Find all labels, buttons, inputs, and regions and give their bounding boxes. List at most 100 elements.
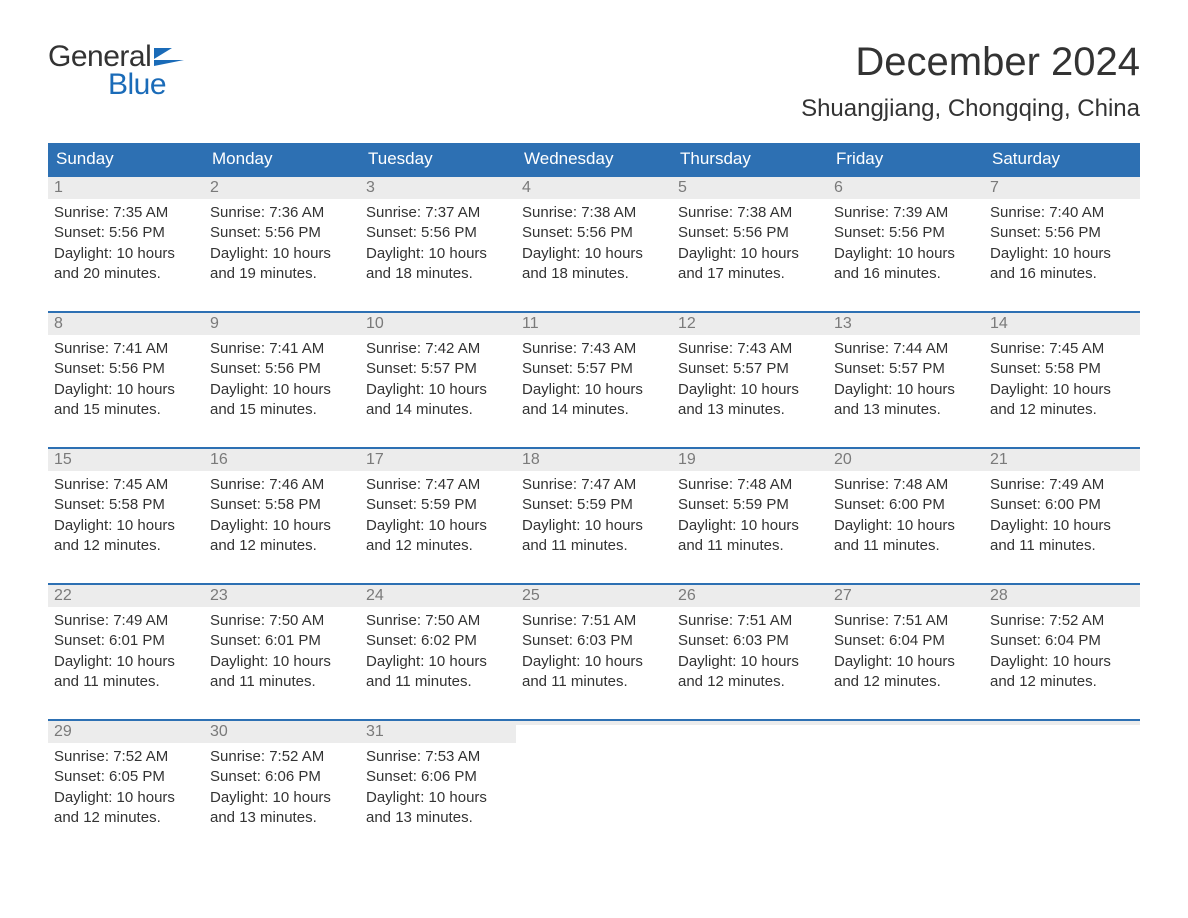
sunset: Sunset: 5:56 PM xyxy=(834,223,978,243)
day-number: 5 xyxy=(678,179,687,196)
day-number-row: 21 xyxy=(984,449,1140,471)
day-number: 25 xyxy=(522,587,540,604)
logo: General Blue xyxy=(48,40,184,102)
sunrise: Sunrise: 7:52 AM xyxy=(54,747,198,767)
daylight-1: Daylight: 10 hours xyxy=(210,652,354,672)
day-number: 28 xyxy=(990,587,1008,604)
daylight-2: and 11 minutes. xyxy=(54,672,198,692)
day-number-row: 5 xyxy=(672,177,828,199)
day-number: 19 xyxy=(678,451,696,468)
sunrise: Sunrise: 7:46 AM xyxy=(210,475,354,495)
sunset: Sunset: 6:04 PM xyxy=(990,631,1134,651)
daylight-1: Daylight: 10 hours xyxy=(54,380,198,400)
day-body: Sunrise: 7:41 AMSunset: 5:56 PMDaylight:… xyxy=(204,335,360,428)
calendar-day: 25Sunrise: 7:51 AMSunset: 6:03 PMDayligh… xyxy=(516,585,672,703)
daylight-2: and 12 minutes. xyxy=(678,672,822,692)
day-number-row: 15 xyxy=(48,449,204,471)
sunset: Sunset: 6:01 PM xyxy=(54,631,198,651)
day-body: Sunrise: 7:45 AMSunset: 5:58 PMDaylight:… xyxy=(984,335,1140,428)
daylight-1: Daylight: 10 hours xyxy=(834,516,978,536)
daylight-2: and 11 minutes. xyxy=(990,536,1134,556)
day-number-row: 6 xyxy=(828,177,984,199)
sunrise: Sunrise: 7:44 AM xyxy=(834,339,978,359)
calendar-day: 6Sunrise: 7:39 AMSunset: 5:56 PMDaylight… xyxy=(828,177,984,295)
calendar-week: 8Sunrise: 7:41 AMSunset: 5:56 PMDaylight… xyxy=(48,311,1140,431)
day-body: Sunrise: 7:52 AMSunset: 6:06 PMDaylight:… xyxy=(204,743,360,836)
daylight-2: and 17 minutes. xyxy=(678,264,822,284)
sunrise: Sunrise: 7:41 AM xyxy=(210,339,354,359)
day-number: 20 xyxy=(834,451,852,468)
day-number: 10 xyxy=(366,315,384,332)
day-number: 15 xyxy=(54,451,72,468)
calendar-day: 29Sunrise: 7:52 AMSunset: 6:05 PMDayligh… xyxy=(48,721,204,839)
day-body: Sunrise: 7:42 AMSunset: 5:57 PMDaylight:… xyxy=(360,335,516,428)
daylight-2: and 15 minutes. xyxy=(54,400,198,420)
daylight-1: Daylight: 10 hours xyxy=(522,652,666,672)
day-number: 7 xyxy=(990,179,999,196)
calendar-day: 30Sunrise: 7:52 AMSunset: 6:06 PMDayligh… xyxy=(204,721,360,839)
sunset: Sunset: 6:03 PM xyxy=(678,631,822,651)
daylight-2: and 12 minutes. xyxy=(834,672,978,692)
day-body: Sunrise: 7:48 AMSunset: 5:59 PMDaylight:… xyxy=(672,471,828,564)
sunset: Sunset: 5:56 PM xyxy=(522,223,666,243)
calendar-day xyxy=(984,721,1140,839)
day-body: Sunrise: 7:49 AMSunset: 6:00 PMDaylight:… xyxy=(984,471,1140,564)
sunrise: Sunrise: 7:48 AM xyxy=(834,475,978,495)
calendar-day: 5Sunrise: 7:38 AMSunset: 5:56 PMDaylight… xyxy=(672,177,828,295)
daylight-1: Daylight: 10 hours xyxy=(522,244,666,264)
calendar-day: 14Sunrise: 7:45 AMSunset: 5:58 PMDayligh… xyxy=(984,313,1140,431)
day-number: 12 xyxy=(678,315,696,332)
day-number-row: 7 xyxy=(984,177,1140,199)
day-number-row: 27 xyxy=(828,585,984,607)
calendar-day: 7Sunrise: 7:40 AMSunset: 5:56 PMDaylight… xyxy=(984,177,1140,295)
calendar-day: 3Sunrise: 7:37 AMSunset: 5:56 PMDaylight… xyxy=(360,177,516,295)
day-number-row: 17 xyxy=(360,449,516,471)
day-number-row: 3 xyxy=(360,177,516,199)
calendar: Sunday Monday Tuesday Wednesday Thursday… xyxy=(48,143,1140,839)
dow-thursday: Thursday xyxy=(672,143,828,175)
sunset: Sunset: 5:57 PM xyxy=(678,359,822,379)
sunset: Sunset: 5:56 PM xyxy=(210,359,354,379)
daylight-2: and 16 minutes. xyxy=(990,264,1134,284)
day-number: 3 xyxy=(366,179,375,196)
day-body xyxy=(672,725,828,737)
daylight-2: and 18 minutes. xyxy=(522,264,666,284)
day-body xyxy=(828,725,984,737)
sunset: Sunset: 5:59 PM xyxy=(366,495,510,515)
day-body: Sunrise: 7:50 AMSunset: 6:01 PMDaylight:… xyxy=(204,607,360,700)
daylight-1: Daylight: 10 hours xyxy=(678,244,822,264)
sunrise: Sunrise: 7:52 AM xyxy=(990,611,1134,631)
day-number: 1 xyxy=(54,179,63,196)
sunset: Sunset: 6:06 PM xyxy=(210,767,354,787)
day-number-row: 1 xyxy=(48,177,204,199)
day-number-row: 26 xyxy=(672,585,828,607)
sunrise: Sunrise: 7:37 AM xyxy=(366,203,510,223)
daylight-1: Daylight: 10 hours xyxy=(990,516,1134,536)
daylight-1: Daylight: 10 hours xyxy=(366,516,510,536)
day-body: Sunrise: 7:51 AMSunset: 6:04 PMDaylight:… xyxy=(828,607,984,700)
day-number-row: 11 xyxy=(516,313,672,335)
day-number: 23 xyxy=(210,587,228,604)
day-number-row: 4 xyxy=(516,177,672,199)
daylight-1: Daylight: 10 hours xyxy=(54,516,198,536)
sunrise: Sunrise: 7:45 AM xyxy=(54,475,198,495)
sunrise: Sunrise: 7:50 AM xyxy=(366,611,510,631)
sunrise: Sunrise: 7:38 AM xyxy=(522,203,666,223)
daylight-2: and 11 minutes. xyxy=(522,672,666,692)
day-number: 2 xyxy=(210,179,219,196)
day-body: Sunrise: 7:52 AMSunset: 6:05 PMDaylight:… xyxy=(48,743,204,836)
sunrise: Sunrise: 7:51 AM xyxy=(522,611,666,631)
day-body: Sunrise: 7:45 AMSunset: 5:58 PMDaylight:… xyxy=(48,471,204,564)
day-number: 6 xyxy=(834,179,843,196)
sunset: Sunset: 5:57 PM xyxy=(366,359,510,379)
calendar-day: 31Sunrise: 7:53 AMSunset: 6:06 PMDayligh… xyxy=(360,721,516,839)
sunset: Sunset: 5:59 PM xyxy=(678,495,822,515)
sunset: Sunset: 5:56 PM xyxy=(678,223,822,243)
calendar-day: 1Sunrise: 7:35 AMSunset: 5:56 PMDaylight… xyxy=(48,177,204,295)
calendar-day: 4 Sunrise: 7:38 AMSunset: 5:56 PMDaylight… xyxy=(516,177,672,295)
day-number: 17 xyxy=(366,451,384,468)
daylight-1: Daylight: 10 hours xyxy=(366,652,510,672)
daylight-2: and 12 minutes. xyxy=(54,536,198,556)
daylight-2: and 12 minutes. xyxy=(990,400,1134,420)
day-body: Sunrise: 7:44 AMSunset: 5:57 PMDaylight:… xyxy=(828,335,984,428)
